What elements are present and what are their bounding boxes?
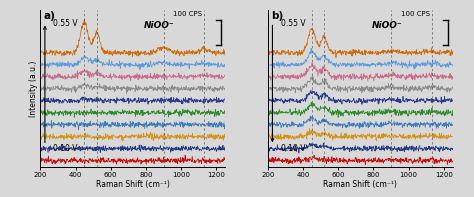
Text: b): b)	[272, 11, 284, 21]
Y-axis label: Intensity (a.u.): Intensity (a.u.)	[28, 60, 37, 117]
Text: NiOO⁻: NiOO⁻	[371, 21, 402, 30]
Text: 100 CPS: 100 CPS	[173, 11, 202, 17]
Text: a): a)	[44, 11, 56, 21]
Text: 0.55 V: 0.55 V	[281, 19, 305, 28]
Text: 0.10 V: 0.10 V	[53, 144, 78, 153]
X-axis label: Raman Shift (cm⁻¹): Raman Shift (cm⁻¹)	[323, 180, 397, 189]
Text: 0.55 V: 0.55 V	[53, 19, 78, 28]
Text: 0.10 V: 0.10 V	[281, 144, 305, 153]
Text: 100 CPS: 100 CPS	[401, 11, 430, 17]
Text: NiOO⁻: NiOO⁻	[144, 21, 174, 30]
X-axis label: Raman Shift (cm⁻¹): Raman Shift (cm⁻¹)	[96, 180, 170, 189]
